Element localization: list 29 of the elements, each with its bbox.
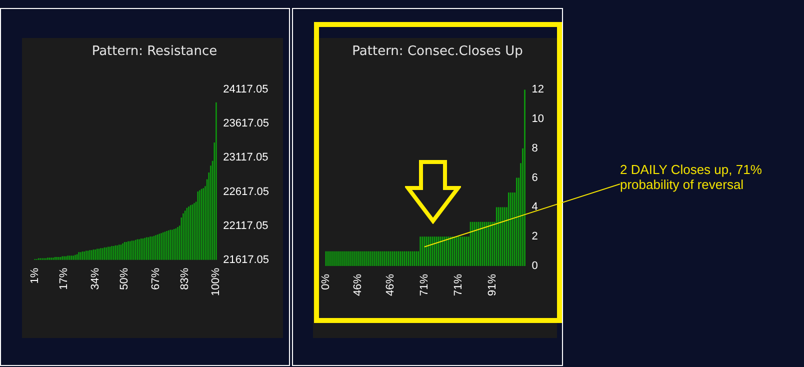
x-tick-label: 0% [320, 274, 332, 290]
x-tick-label: 1% [28, 268, 41, 284]
x-tick-label: 71% [418, 274, 430, 296]
x-tick-label: 46% [352, 274, 364, 296]
y-tick-label: 23117.05 [223, 152, 268, 164]
y-tick-label: 0 [532, 260, 538, 272]
annotation: 2 DAILY Closes up, 71% probability of reversal [620, 162, 762, 192]
y-tick-label: 23617.05 [223, 118, 270, 130]
x-tick-label: 17% [58, 268, 70, 290]
x-tick-label: 71% [452, 274, 465, 296]
y-tick-label: 24117.05 [223, 84, 268, 96]
chart-title: Pattern: Resistance [92, 44, 218, 60]
x-tick-label: 83% [179, 268, 192, 290]
y-tick-label: 12 [532, 84, 544, 96]
y-tick-label: 2 [532, 230, 538, 243]
x-tick-label: 50% [118, 268, 131, 290]
x-tick-label: 34% [89, 268, 102, 290]
y-tick-label: 10 [532, 113, 544, 126]
y-tick-label: 21617.05 [223, 254, 270, 266]
y-tick-label: 22117.05 [223, 220, 268, 232]
y-tick-label: 22617.05 [223, 186, 270, 198]
x-tick-label: 100% [210, 268, 222, 296]
x-tick-label: 91% [486, 274, 499, 296]
y-tick-label: 8 [532, 142, 538, 154]
x-tick-label: 46% [384, 274, 396, 296]
y-tick-label: 4 [532, 201, 538, 214]
chart-title: Pattern: Consec.Closes Up [352, 44, 523, 60]
y-tick-label: 6 [532, 172, 538, 184]
x-tick-label: 67% [150, 268, 162, 290]
